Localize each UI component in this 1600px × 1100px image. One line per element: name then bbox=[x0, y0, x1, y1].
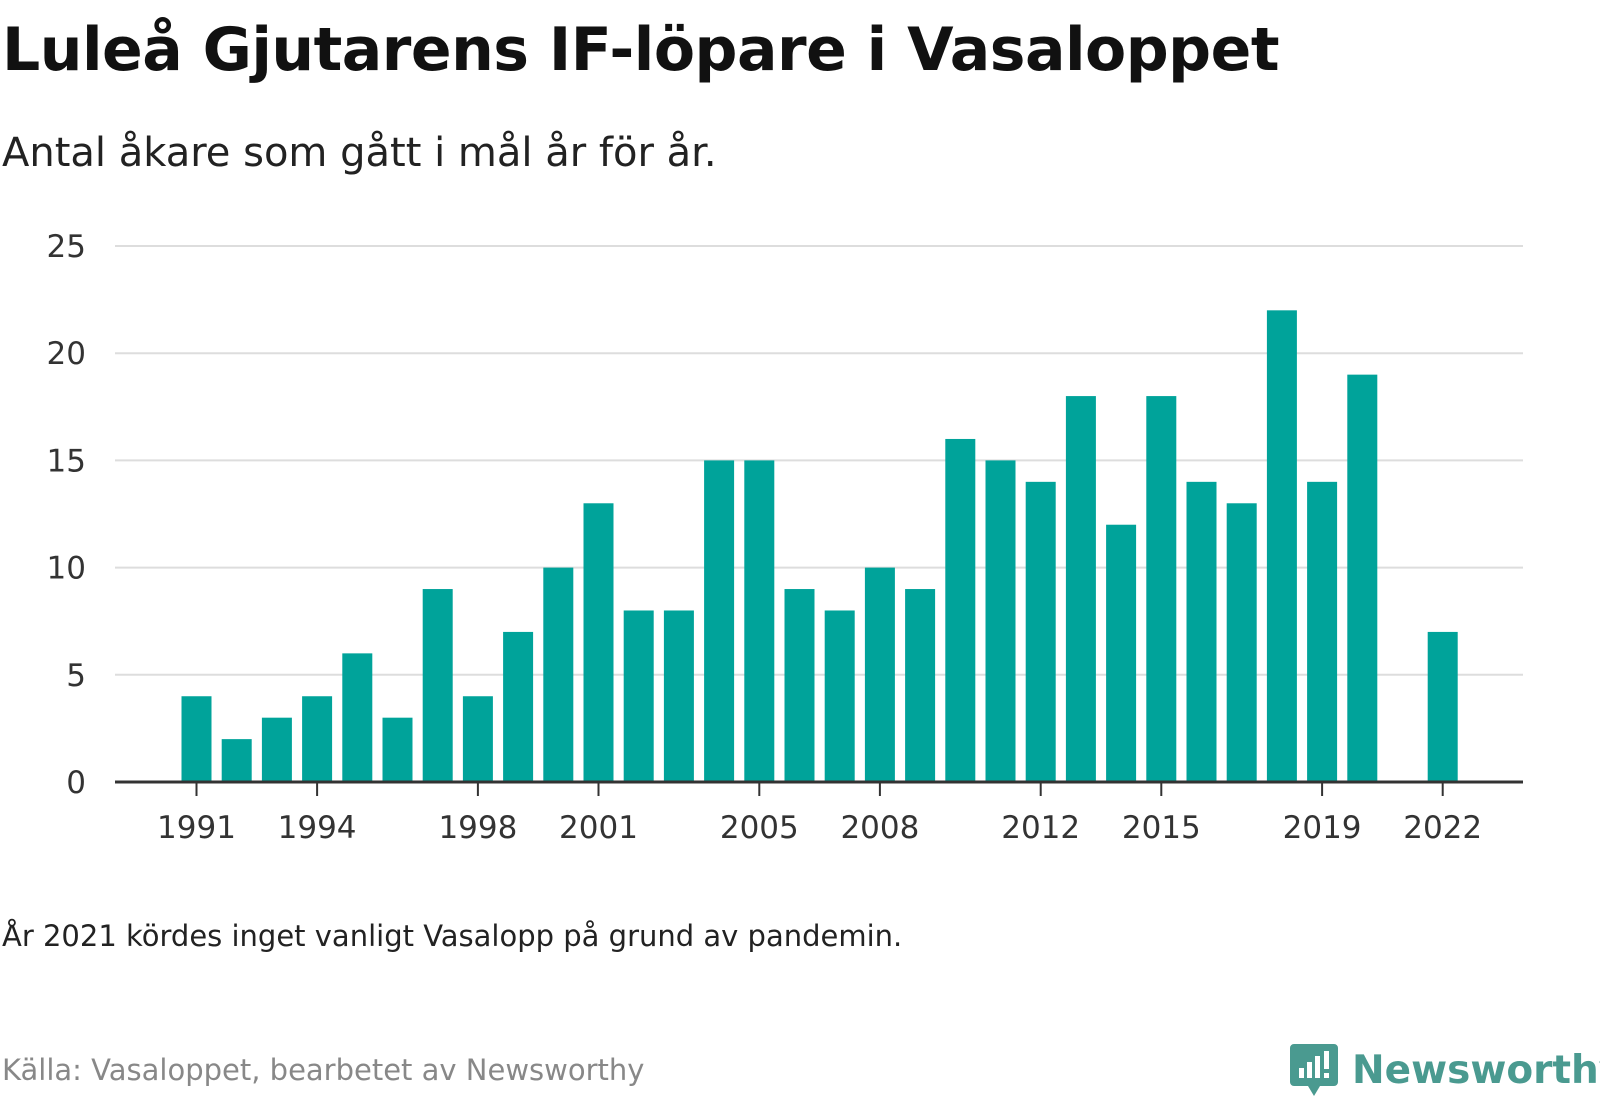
bar-2017 bbox=[1226, 503, 1257, 782]
y-tick-label: 5 bbox=[66, 658, 86, 694]
x-tick-label: 2015 bbox=[1122, 810, 1201, 846]
y-tick-label: 25 bbox=[47, 229, 86, 265]
x-axis bbox=[115, 780, 1523, 796]
bar-1994 bbox=[302, 696, 333, 782]
bar-1993 bbox=[261, 717, 292, 782]
x-tick-label: 2008 bbox=[840, 810, 919, 846]
x-tick-label: 1991 bbox=[157, 810, 236, 846]
bar-2014 bbox=[1106, 524, 1137, 782]
bar-1996 bbox=[382, 717, 413, 782]
y-tick-label: 20 bbox=[47, 336, 86, 372]
x-tick-label: 2012 bbox=[1001, 810, 1080, 846]
footnote: År 2021 kördes inget vanligt Vasalopp på… bbox=[2, 919, 903, 953]
x-tick-label: 1994 bbox=[278, 810, 357, 846]
bar-2006 bbox=[784, 589, 815, 782]
bar-2010 bbox=[945, 438, 976, 782]
brand-name: Newsworthy bbox=[1352, 1047, 1600, 1093]
x-tick-label: 2022 bbox=[1403, 810, 1482, 846]
bars bbox=[181, 310, 1458, 782]
bar-2016 bbox=[1186, 481, 1217, 782]
x-tick-label: 1998 bbox=[438, 810, 517, 846]
bar-2020 bbox=[1347, 374, 1378, 782]
bar-2007 bbox=[824, 610, 855, 782]
bar-1999 bbox=[503, 631, 534, 782]
bar-1991 bbox=[181, 696, 212, 782]
bar-2004 bbox=[704, 460, 735, 782]
bar-2019 bbox=[1307, 481, 1338, 782]
bar-2015 bbox=[1146, 396, 1177, 782]
bar-2012 bbox=[1025, 481, 1056, 782]
bar-2011 bbox=[985, 460, 1016, 782]
bar-2002 bbox=[623, 610, 654, 782]
newsworthy-logo-icon bbox=[1290, 1044, 1338, 1096]
bar-1995 bbox=[342, 653, 373, 782]
chart-subtitle: Antal åkare som gått i mål år för år. bbox=[2, 130, 717, 176]
chart-title: Luleå Gjutarens IF-löpare i Vasaloppet bbox=[2, 15, 1280, 85]
bar-1992 bbox=[221, 739, 252, 782]
y-tick-label: 15 bbox=[47, 443, 86, 479]
bar-2001 bbox=[583, 503, 614, 782]
newsworthy-logo: Newsworthy bbox=[1290, 1040, 1600, 1100]
bar-2013 bbox=[1065, 396, 1096, 782]
bar-2000 bbox=[543, 567, 574, 782]
tick-labels: 0 5 10 15 20 25 1991 1994 1998 2001 2005 2008 2012 20… bbox=[47, 229, 1483, 846]
bar-2005 bbox=[744, 460, 775, 782]
bar-2018 bbox=[1266, 310, 1297, 782]
y-tick-label: 10 bbox=[47, 551, 86, 587]
bar-2009 bbox=[905, 589, 936, 782]
bar-1997 bbox=[422, 589, 453, 782]
bar-chart: 0 5 10 15 20 25 1991 1994 1998 2001 2005 2008 2012 20… bbox=[47, 229, 1523, 846]
x-tick-label: 2019 bbox=[1283, 810, 1362, 846]
bar-2022 bbox=[1427, 631, 1458, 782]
bar-1998 bbox=[462, 696, 493, 782]
bar-2008 bbox=[864, 567, 895, 782]
x-tick-label: 2005 bbox=[720, 810, 799, 846]
y-tick-label: 0 bbox=[66, 765, 86, 801]
source-credit: Källa: Vasaloppet, bearbetet av Newswort… bbox=[2, 1053, 645, 1087]
x-tick-label: 2001 bbox=[559, 810, 638, 846]
bar-2003 bbox=[663, 610, 694, 782]
